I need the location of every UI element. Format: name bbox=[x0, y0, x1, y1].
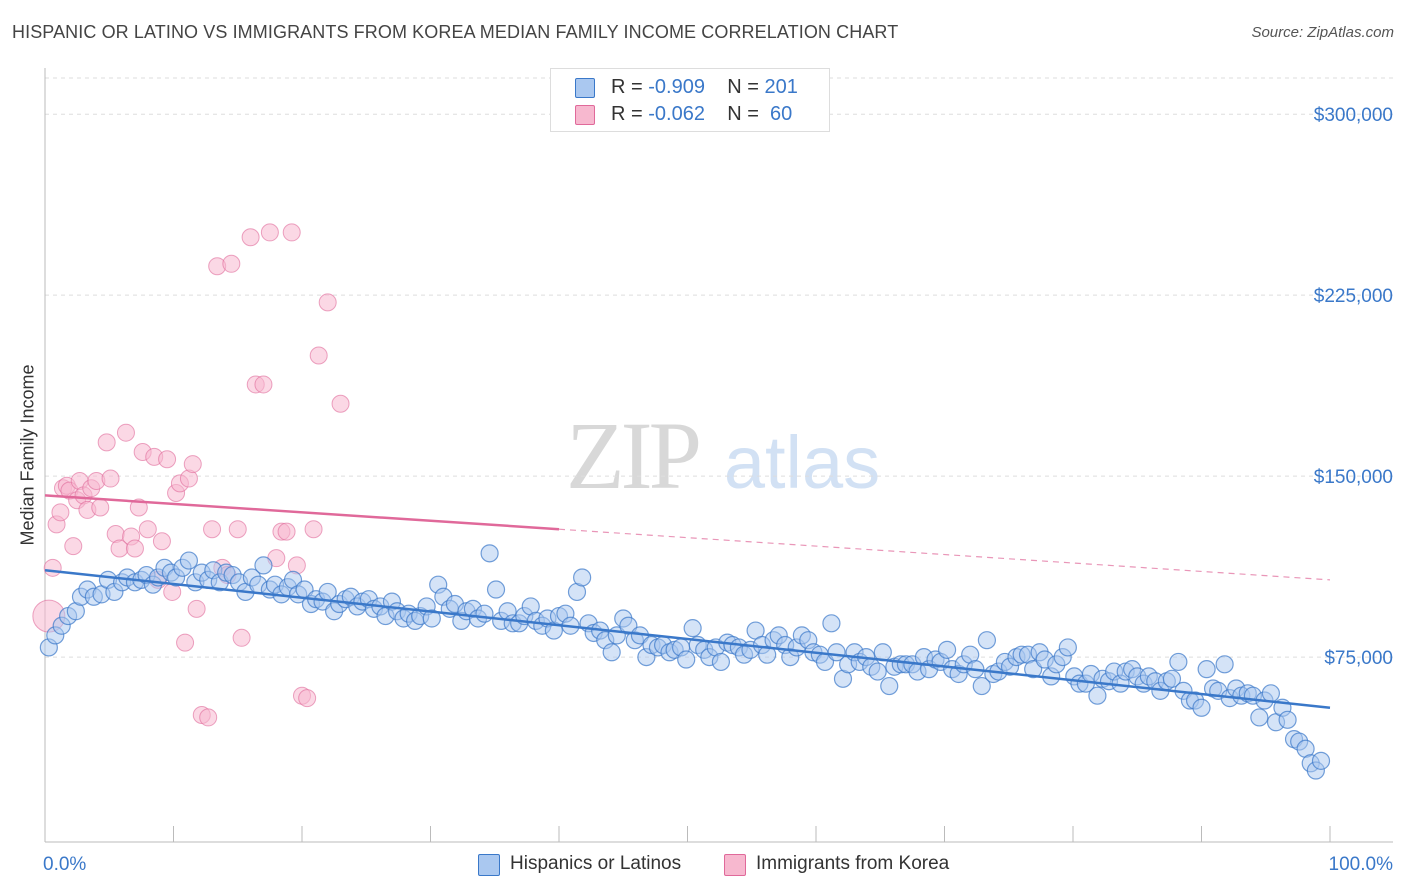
hispanic-point bbox=[1058, 638, 1077, 657]
korea-point bbox=[318, 293, 337, 312]
y-tick-labels: $75,000 $150,000 $225,000 $300,000 bbox=[1314, 105, 1393, 669]
hispanic-point bbox=[1215, 655, 1234, 674]
y-tick-label: $225,000 bbox=[1314, 286, 1393, 307]
korea-point bbox=[298, 689, 317, 708]
legend-n-label: N = bbox=[727, 76, 765, 98]
korea-point bbox=[116, 423, 135, 442]
hispanic-point bbox=[1192, 698, 1211, 717]
korea-point bbox=[43, 558, 62, 577]
korea-point bbox=[125, 539, 144, 558]
x-tick-labels: 0.0% 100.0% bbox=[43, 854, 1393, 875]
korea-point bbox=[64, 537, 83, 556]
legend-r-value: -0.909 bbox=[648, 76, 705, 98]
legend-n-value: 201 bbox=[764, 76, 798, 98]
hispanic-point bbox=[937, 640, 957, 659]
hispanic-trend-line bbox=[44, 568, 1331, 710]
hispanic-point bbox=[683, 619, 702, 638]
watermark-atlas: atlas bbox=[724, 421, 880, 504]
hispanic-point bbox=[977, 631, 997, 650]
legend-r-label: R = bbox=[611, 103, 649, 125]
hispanic-point bbox=[486, 580, 506, 599]
korea-point bbox=[101, 469, 120, 488]
bottom-legend-swatch-hispanic bbox=[478, 854, 500, 876]
hispanic-point bbox=[1250, 708, 1269, 727]
hispanic-point bbox=[480, 544, 499, 563]
x-tick-label: 0.0% bbox=[43, 854, 86, 875]
korea-point bbox=[51, 503, 70, 522]
korea-point bbox=[97, 433, 116, 452]
korea-point bbox=[152, 532, 171, 551]
hispanic-point bbox=[602, 643, 621, 662]
korea-point bbox=[199, 708, 218, 727]
hispanic-point bbox=[1278, 710, 1297, 729]
legend-swatch-hispanic bbox=[575, 78, 595, 98]
korea-point bbox=[176, 633, 195, 652]
korea-point bbox=[222, 254, 241, 273]
hispanic-point bbox=[1311, 751, 1331, 770]
hispanic-point bbox=[254, 556, 273, 575]
korea-point bbox=[260, 223, 279, 242]
y-tick-label: $75,000 bbox=[1324, 648, 1393, 669]
y-tick-label: $150,000 bbox=[1314, 467, 1393, 488]
hispanic-point bbox=[677, 650, 696, 669]
hispanic-point bbox=[972, 676, 991, 696]
korea-point bbox=[254, 375, 273, 394]
hispanic-point bbox=[711, 652, 731, 672]
korea-point bbox=[228, 520, 247, 539]
bottom-legend-label: Hispanics or Latinos bbox=[510, 853, 682, 874]
bottom-legend-label: Immigrants from Korea bbox=[756, 853, 950, 874]
korea-point bbox=[91, 498, 110, 517]
bottom-legend-swatch-korea bbox=[724, 854, 746, 876]
legend-n-label: N = bbox=[727, 103, 765, 125]
legend-swatch-korea bbox=[575, 105, 595, 125]
y-axis-label: Median Family Income bbox=[17, 364, 38, 546]
x-tick-label: 100.0% bbox=[1329, 854, 1394, 875]
korea-point bbox=[187, 599, 206, 618]
hispanic-point bbox=[179, 551, 199, 570]
source-label: Source: ZipAtlas.com bbox=[1251, 24, 1394, 41]
watermark: ZIP atlas bbox=[566, 402, 880, 509]
korea-point bbox=[129, 498, 148, 517]
korea-point bbox=[304, 520, 323, 539]
series-hispanic-points bbox=[39, 544, 1331, 780]
hispanic-point bbox=[822, 614, 841, 633]
hispanic-point bbox=[573, 568, 592, 587]
korea-point bbox=[232, 628, 251, 647]
axes bbox=[44, 68, 1393, 843]
korea-point bbox=[331, 394, 350, 413]
chart-title: HISPANIC OR LATINO VS IMMIGRANTS FROM KO… bbox=[12, 22, 899, 42]
y-tick-label: $300,000 bbox=[1314, 105, 1393, 126]
hispanic-point bbox=[475, 604, 494, 623]
korea-point bbox=[183, 455, 202, 474]
korea-trend-line bbox=[44, 494, 560, 531]
korea-point bbox=[282, 223, 301, 242]
legend-n-value: 60 bbox=[764, 103, 793, 125]
series-korea-points bbox=[32, 223, 350, 727]
correlation-legend: R = -0.909 N = 201 R = -0.062 N = 60 bbox=[550, 68, 830, 132]
hispanic-point bbox=[1088, 686, 1107, 705]
trend-lines bbox=[44, 494, 1331, 710]
watermark-zip: ZIP bbox=[566, 402, 699, 509]
korea-point bbox=[277, 522, 296, 541]
hispanic-point bbox=[422, 609, 441, 628]
hispanic-point bbox=[1197, 660, 1216, 679]
hispanic-point bbox=[1169, 652, 1188, 672]
hispanic-point bbox=[1162, 669, 1182, 688]
hispanic-point bbox=[1261, 684, 1280, 703]
korea-point bbox=[158, 450, 177, 469]
hispanic-point bbox=[880, 676, 899, 696]
korea-point bbox=[203, 520, 222, 539]
hispanic-point bbox=[868, 662, 887, 681]
korea-trend-line-extension bbox=[558, 528, 1331, 581]
korea-point bbox=[241, 228, 260, 247]
korea-point bbox=[309, 346, 328, 365]
korea-point bbox=[138, 520, 157, 539]
legend-r-value: -0.062 bbox=[648, 103, 705, 125]
legend-r-label: R = bbox=[611, 76, 649, 98]
